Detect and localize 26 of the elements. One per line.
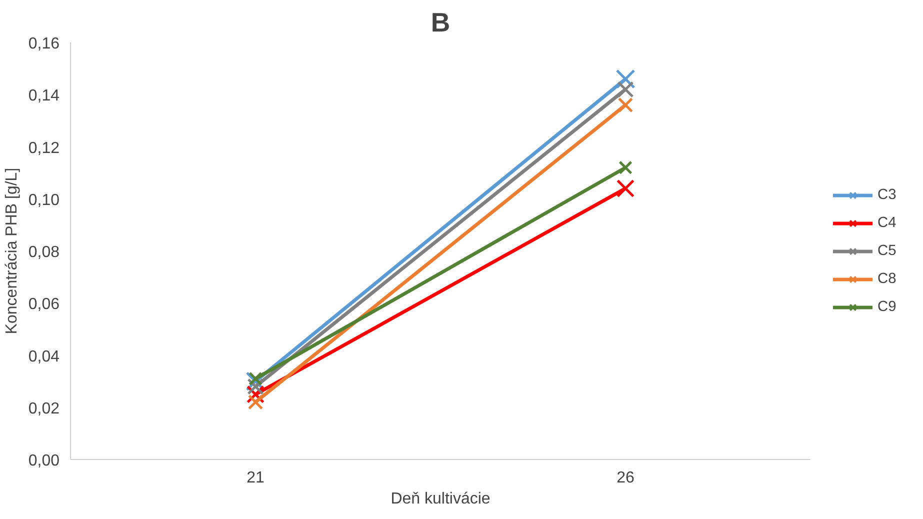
y-tick-label: 0,10 <box>28 192 60 209</box>
y-axis-title: Koncentrácia PHB [g/L] <box>3 168 20 334</box>
chart-title: B <box>430 8 450 38</box>
y-tick-label: 0,08 <box>28 244 60 261</box>
point <box>617 81 634 98</box>
legend-label: C4 <box>878 214 898 230</box>
y-tick-label: 0,16 <box>28 36 60 52</box>
point <box>616 69 636 89</box>
x-axis-title: Deň kultivácie <box>390 490 490 508</box>
legend-label: C5 <box>878 242 898 258</box>
y-tick-label: 0,12 <box>28 140 60 157</box>
y-tick-label: 0,14 <box>28 88 60 105</box>
point <box>618 97 634 113</box>
legend-label: C9 <box>878 298 898 314</box>
legend-label: C8 <box>878 270 898 286</box>
x-tick-label: 26 <box>616 470 634 486</box>
y-tick-label: 0,06 <box>28 296 60 314</box>
legend-label: C3 <box>878 186 898 202</box>
point <box>616 179 635 198</box>
point <box>248 372 262 386</box>
x-tick-label: 21 <box>246 470 264 486</box>
y-tick-label: 0,00 <box>28 452 60 470</box>
point <box>618 160 632 175</box>
y-tick-label: 0,04 <box>28 348 60 366</box>
point <box>248 394 264 410</box>
y-tick-label: 0,02 <box>28 400 60 418</box>
